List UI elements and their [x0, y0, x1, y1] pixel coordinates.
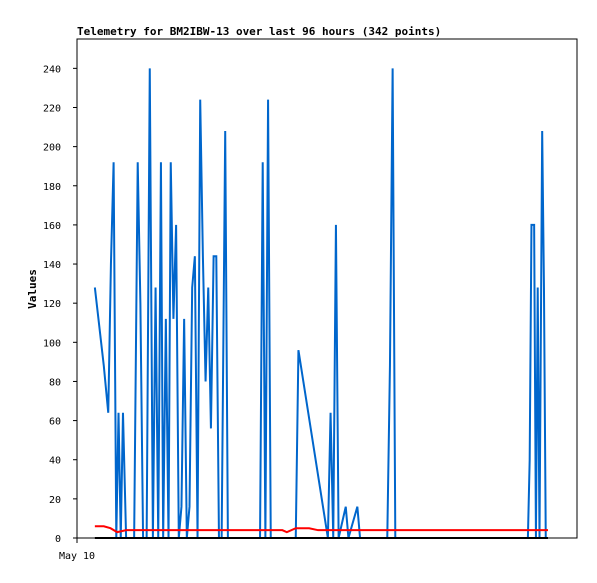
y-tick-label: 20 — [49, 495, 61, 506]
series-line-2 — [94, 525, 548, 534]
y-tick-label: 200 — [43, 143, 61, 154]
y-tick-label: 40 — [49, 456, 61, 467]
series-layer — [93, 68, 548, 539]
y-tick-label: 60 — [49, 417, 61, 428]
x-axis-ticks: May 10 — [59, 538, 95, 562]
y-tick-label: 240 — [43, 64, 61, 75]
y-tick-label: 180 — [43, 182, 61, 193]
y-tick-label: 0 — [55, 534, 61, 545]
y-axis-ticks: 0 20 40 60 80 100 120 140 160 180 200 220 240 — [43, 64, 77, 545]
y-tick-label: 100 — [43, 338, 61, 349]
y-tick-label: 80 — [49, 377, 61, 388]
y-tick-label: 160 — [43, 221, 61, 232]
x-tick-label: May 10 — [59, 551, 95, 562]
y-tick-label: 120 — [43, 299, 61, 310]
chart-title: Telemetry for BM2IBW-13 over last 96 hou… — [77, 25, 441, 38]
y-tick-label: 220 — [43, 103, 61, 114]
y-axis-label: Values — [26, 269, 39, 309]
y-tick-label: 140 — [43, 260, 61, 271]
